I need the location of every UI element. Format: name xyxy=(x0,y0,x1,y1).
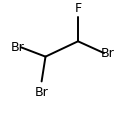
Text: Br: Br xyxy=(35,86,48,99)
Text: Br: Br xyxy=(101,47,114,60)
Text: Br: Br xyxy=(10,41,24,54)
Text: F: F xyxy=(74,2,82,15)
